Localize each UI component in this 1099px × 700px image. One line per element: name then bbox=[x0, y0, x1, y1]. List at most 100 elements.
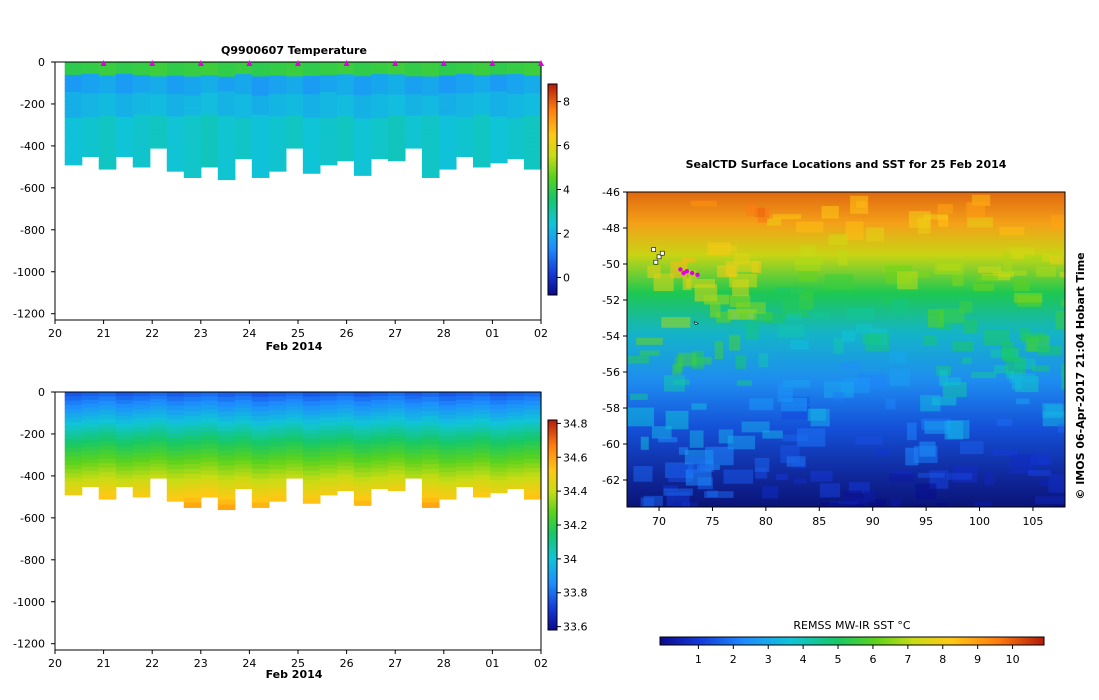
x-tick-label: 02 bbox=[534, 327, 548, 340]
section-cell bbox=[285, 94, 304, 99]
section-cell bbox=[200, 461, 219, 467]
section-cell bbox=[506, 476, 525, 482]
section-cell bbox=[217, 130, 236, 137]
section-cell bbox=[251, 454, 270, 460]
section-cell bbox=[506, 480, 525, 486]
section-cell bbox=[302, 466, 321, 472]
section-cell bbox=[506, 440, 525, 445]
sst-patch bbox=[865, 332, 890, 352]
section-cell bbox=[336, 119, 355, 125]
section-cell bbox=[251, 488, 270, 494]
section-cell bbox=[319, 156, 338, 162]
section-cell bbox=[251, 483, 270, 489]
section-cell bbox=[455, 462, 474, 468]
sst-patch bbox=[869, 499, 886, 507]
section-cell bbox=[370, 126, 389, 131]
section-cell bbox=[370, 480, 389, 486]
section-cell bbox=[234, 98, 253, 103]
section-cell bbox=[404, 112, 423, 117]
section-cell bbox=[268, 405, 287, 411]
section-cell bbox=[217, 120, 236, 127]
section-cell bbox=[98, 124, 117, 130]
section-cell bbox=[217, 96, 236, 102]
section-cell bbox=[489, 400, 508, 406]
section-cell bbox=[64, 417, 83, 423]
section-cell bbox=[438, 423, 457, 429]
section-cell bbox=[421, 435, 440, 441]
section-cell bbox=[285, 456, 304, 461]
section-cell bbox=[64, 404, 83, 410]
section-cell bbox=[98, 409, 117, 415]
section-cell bbox=[251, 459, 270, 465]
sst-patch bbox=[889, 473, 916, 483]
sst-patch bbox=[889, 351, 907, 364]
section-cell bbox=[370, 66, 389, 71]
section-cell bbox=[268, 157, 287, 163]
section-cell bbox=[387, 135, 406, 141]
section-cell bbox=[149, 94, 168, 99]
section-cell bbox=[234, 464, 253, 469]
section-cell bbox=[353, 165, 372, 172]
section-cell bbox=[523, 445, 542, 451]
sst-patch bbox=[1042, 403, 1063, 419]
section-cell bbox=[149, 413, 168, 418]
sst-patch bbox=[681, 257, 696, 263]
section-cell bbox=[387, 66, 406, 71]
section-cell bbox=[200, 123, 219, 129]
section-cell bbox=[438, 155, 457, 161]
section-cell bbox=[217, 174, 236, 181]
section-cell bbox=[421, 62, 440, 68]
section-cell bbox=[353, 113, 372, 120]
y-tick-label: -800 bbox=[20, 224, 45, 237]
section-cell bbox=[370, 110, 389, 115]
section-cell bbox=[438, 441, 457, 447]
y-tick-label: -400 bbox=[20, 140, 45, 153]
section-cell bbox=[132, 105, 151, 111]
section-cell bbox=[353, 401, 372, 407]
section-cell bbox=[81, 431, 100, 436]
section-cell bbox=[64, 464, 83, 470]
sst-map-title: SealCTD Surface Locations and SST for 25… bbox=[686, 158, 1007, 171]
section-cell bbox=[98, 454, 117, 460]
section-cell bbox=[64, 486, 83, 492]
section-cell bbox=[336, 478, 355, 483]
section-cell bbox=[455, 470, 474, 476]
section-cell bbox=[506, 134, 525, 139]
section-cell bbox=[319, 413, 338, 419]
section-cell bbox=[404, 445, 423, 450]
section-cell bbox=[234, 412, 253, 417]
sst-patch bbox=[915, 483, 937, 500]
section-cell bbox=[115, 144, 134, 150]
section-cell bbox=[319, 126, 338, 132]
section-cell bbox=[81, 439, 100, 444]
salinity-section-plot: 0-200-400-600-800-1000-1200 20 21 22 23 24 25… bbox=[13, 386, 587, 681]
section-cell bbox=[353, 76, 372, 82]
section-cell bbox=[132, 444, 151, 450]
section-cell bbox=[336, 470, 355, 475]
section-cell bbox=[353, 453, 372, 459]
section-cell bbox=[268, 166, 287, 172]
sst-patch bbox=[846, 307, 875, 321]
section-cell bbox=[455, 109, 474, 114]
section-cell bbox=[523, 142, 542, 148]
section-cell bbox=[81, 152, 100, 157]
section-cell bbox=[64, 87, 83, 93]
section-cell bbox=[404, 108, 423, 113]
section-cell bbox=[506, 420, 525, 425]
section-cell bbox=[336, 115, 355, 121]
section-cell bbox=[149, 101, 168, 106]
section-cell bbox=[506, 444, 525, 449]
sst-patch bbox=[727, 435, 756, 450]
colorbar-tick-label: 33.8 bbox=[563, 587, 588, 600]
y-tick-label: -1000 bbox=[13, 266, 45, 279]
section-cell bbox=[81, 458, 100, 464]
section-cell bbox=[336, 474, 355, 479]
section-cell bbox=[523, 485, 542, 491]
sst-colorbar-tick-label: 2 bbox=[730, 653, 737, 666]
section-cell bbox=[387, 94, 406, 100]
section-cell bbox=[234, 142, 253, 148]
section-cell bbox=[353, 132, 372, 139]
section-cell bbox=[421, 167, 440, 174]
section-cell bbox=[149, 137, 168, 142]
section-cell bbox=[302, 71, 321, 77]
